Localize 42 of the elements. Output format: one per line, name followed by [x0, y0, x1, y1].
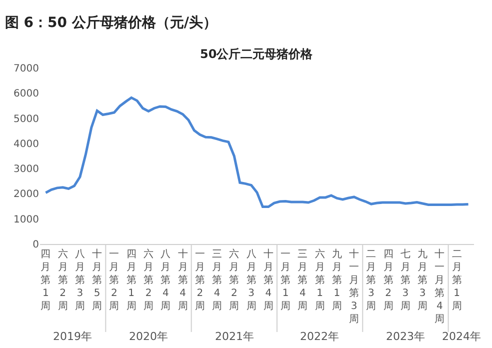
chart-subtitle: 50公斤二元母猪价格: [200, 47, 314, 61]
text: 2023年: [386, 330, 425, 343]
y-tick-label: 5000: [14, 114, 39, 125]
x-tick-label: 八月第3周: [74, 249, 85, 312]
y-tick-label: 1000: [14, 214, 39, 226]
text: 2019年: [53, 330, 92, 343]
y-tick-label: 6000: [14, 88, 39, 100]
x-tick-label: 四月第1周: [126, 249, 136, 312]
x-tick-label: 八月第3周: [246, 249, 256, 312]
x-tick-label: 一月第1周: [280, 249, 291, 312]
text: 2020年: [129, 330, 168, 343]
x-tick-label: 六月第2周: [58, 248, 68, 312]
x-tick-label: 一月第2周: [109, 249, 120, 312]
text: 2022年: [300, 330, 339, 343]
x-tick-label: 六月第2周: [229, 248, 240, 312]
y-tick-label: 3000: [14, 164, 39, 176]
x-tick-label: 四月第2周: [383, 249, 394, 312]
chart-title: 图 6：50 公斤母猪价格（元/头）: [4, 14, 218, 32]
x-tick-label: 十月第4周: [178, 248, 188, 312]
x-tick-label: 三月第4周: [212, 249, 222, 312]
x-tick-label: 六月第1周: [314, 248, 325, 312]
x-tick-label: 十月第4周: [263, 248, 274, 312]
x-tick-label: 二月第1周: [452, 249, 462, 312]
x-tick-label: 九月第3周: [418, 248, 428, 312]
x-tick-label: 一月第2周: [194, 249, 205, 312]
text: 2021年: [215, 330, 254, 343]
x-tick-label: 十一月第4周: [434, 248, 445, 325]
x-tick-label: 三月第4周: [298, 249, 308, 312]
x-tick-label: 二月第3周: [366, 249, 376, 312]
x-tick-label: 八月第4周: [160, 249, 171, 312]
x-tick-label: 四月第1周: [40, 249, 51, 312]
x-tick-label: 九月第1周: [332, 248, 342, 312]
y-tick-label: 7000: [14, 64, 39, 74]
x-tick-label: 六月第2周: [144, 248, 154, 312]
y-tick-label: 0: [32, 240, 39, 250]
text: 2024年: [442, 330, 481, 343]
y-tick-label: 2000: [14, 189, 39, 200]
line-series: [44, 96, 470, 208]
x-tick-label: 十一月第3周: [349, 248, 360, 325]
x-tick-label: 七月第3周: [400, 248, 410, 312]
y-tick-label: 4000: [14, 138, 39, 150]
x-tick-label: 十月第5周: [92, 248, 102, 312]
